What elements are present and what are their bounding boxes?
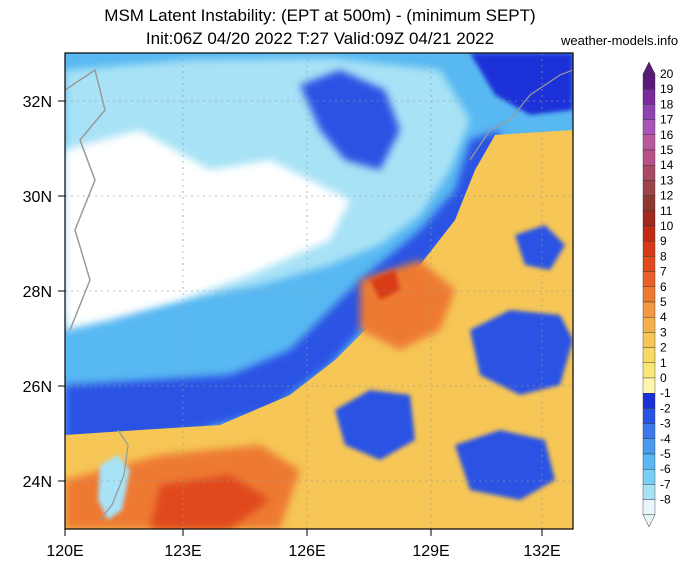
colorbar-tick-label: 15 (660, 143, 674, 157)
colorbar-tick-label: 0 (660, 371, 667, 385)
colorbar-swatch (642, 256, 656, 272)
axis-ticks (58, 100, 543, 536)
colorbar-tick-label: 10 (660, 219, 674, 233)
colorbar-tick-label: -3 (660, 417, 671, 431)
colorbar-tick-label: 13 (660, 173, 674, 187)
colorbar-tick-label: 17 (660, 113, 674, 127)
colorbar-tick-label: 3 (660, 325, 667, 339)
colorbar-swatch (642, 271, 656, 288)
lat-label-24n: 24N (23, 474, 52, 491)
colorbar-tick-label: 2 (660, 341, 667, 355)
lon-label-129e: 129E (412, 543, 449, 560)
colorbar-swatch (642, 423, 656, 440)
colorbar-swatch (642, 119, 656, 135)
lat-label-26n: 26N (23, 379, 52, 396)
colorbar-min-arrow (642, 514, 656, 528)
colorbar-tick-label: 19 (660, 82, 674, 96)
colorbar-swatch (642, 469, 656, 485)
colorbar-tick-label: 9 (660, 234, 667, 248)
colorbar-swatch (642, 332, 656, 348)
lat-label-32n: 32N (23, 94, 52, 111)
colorbar-tick-label: -8 (660, 493, 671, 507)
colorbar-swatch (642, 438, 656, 455)
colorbar-tick-label: 8 (660, 249, 667, 263)
lon-label-123e: 123E (164, 543, 201, 560)
colorbar-swatch (642, 408, 656, 424)
colorbar-swatch (642, 362, 656, 379)
lat-label-28n: 28N (23, 284, 52, 301)
colorbar-swatch (642, 73, 656, 90)
colorbar-tick-label: 16 (660, 128, 674, 142)
colorbar-swatch (642, 195, 656, 212)
lon-label-126e: 126E (288, 543, 325, 560)
colorbar-swatch (642, 393, 656, 409)
colorbar-tick-label: 11 (660, 204, 673, 218)
colorbar-swatch (642, 88, 656, 105)
colorbar-tick-label: -2 (660, 401, 671, 415)
colorbar-tick-label: 7 (660, 265, 667, 279)
colorbar-swatch (642, 347, 656, 364)
colorbar-swatch (642, 225, 656, 242)
colorbar-swatch (642, 164, 656, 181)
colorbar-tick-label: -4 (660, 432, 671, 446)
colorbar-swatch (642, 484, 656, 500)
colorbar-tick-label: 1 (660, 356, 667, 370)
colorbar-tick-label: -7 (660, 477, 671, 491)
credit-text: weather-models.info (561, 33, 679, 48)
colorbar-tick-label: 5 (660, 295, 667, 309)
colorbar-tick-label: -1 (660, 386, 671, 400)
map-area (65, 53, 573, 529)
colorbar-tick-label: 20 (660, 67, 674, 81)
map-title: MSM Latent Instability: (EPT at 500m) - … (104, 6, 536, 25)
colorbar-swatch (642, 317, 656, 333)
colorbar-swatch (642, 377, 656, 394)
colorbar-tick-label: 4 (660, 310, 667, 324)
colorbar-swatch (642, 499, 656, 516)
colorbar-tick-label: -6 (660, 462, 671, 476)
colorbar-swatch (642, 240, 656, 257)
colorbar-max-arrow (642, 61, 656, 75)
colorbar-swatch (642, 134, 656, 151)
colorbar-tick-label: 14 (660, 158, 674, 172)
colorbar-swatch (642, 286, 656, 303)
colorbar-tick-label: 6 (660, 280, 667, 294)
lat-label-30n: 30N (23, 189, 52, 206)
colorbar-swatch (642, 210, 656, 227)
colorbar: 20191817161514131211109876543210-1-2-3-4… (642, 61, 674, 528)
map-subtitle: Init:06Z 04/20 2022 T:27 Valid:09Z 04/21… (145, 29, 495, 48)
colorbar-swatch (642, 104, 656, 120)
lon-label-120e: 120E (46, 543, 83, 560)
colorbar-swatch (642, 301, 656, 318)
colorbar-tick-label: 12 (660, 189, 674, 203)
colorbar-swatch (642, 453, 656, 470)
colorbar-tick-label: 18 (660, 97, 674, 111)
colorbar-swatch (642, 180, 656, 196)
lon-label-132e: 132E (523, 543, 560, 560)
colorbar-swatch (642, 149, 656, 166)
colorbar-tick-label: -5 (660, 447, 671, 461)
